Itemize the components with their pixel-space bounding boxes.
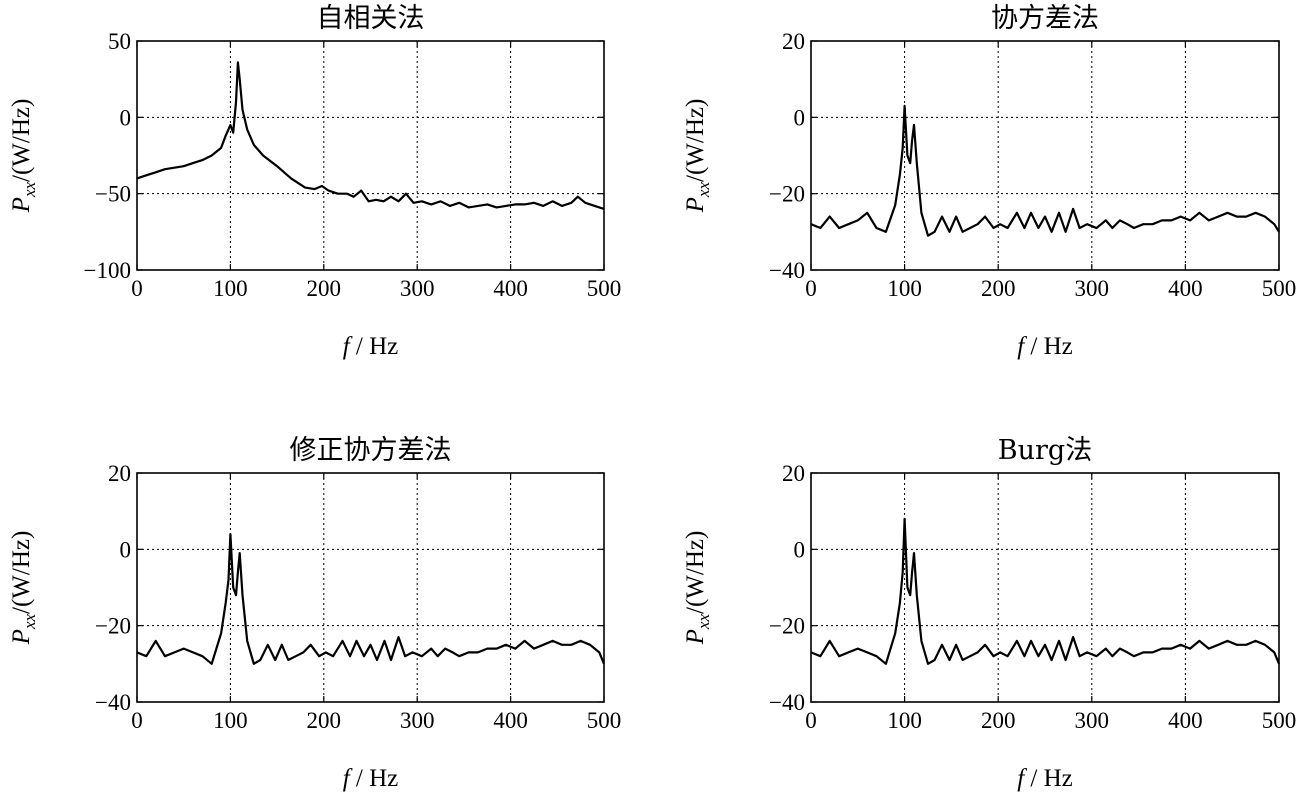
chart-title: 修正协方差法: [290, 435, 452, 466]
x-tick-label: 100: [213, 708, 248, 733]
x-tick-label: 200: [307, 276, 342, 301]
x-tick-label: 400: [1168, 708, 1203, 733]
x-tick-label: 300: [1075, 708, 1110, 733]
x-tick-label: 200: [307, 708, 342, 733]
x-tick-label: 300: [1075, 276, 1110, 301]
y-tick-label: −40: [95, 690, 131, 715]
series-line: [810, 104, 1280, 237]
x-tick-label: 0: [131, 708, 143, 733]
x-tick-label: 500: [587, 708, 622, 733]
x-tick-label: 500: [587, 276, 622, 301]
chart-title: 自相关法: [317, 3, 425, 34]
x-tick-label: 400: [493, 276, 528, 301]
y-tick-label: −40: [769, 258, 805, 283]
x-axis-label: f / Hz: [343, 333, 399, 360]
x-tick-label: 100: [887, 276, 922, 301]
x-tick-label: 100: [887, 708, 922, 733]
y-tick-label: 0: [794, 537, 806, 562]
y-axis-label: Pxx/(W/Hz): [8, 531, 39, 646]
chart-title: Burg法: [998, 435, 1092, 466]
y-tick-label: 20: [108, 461, 131, 486]
x-tick-label: 400: [1168, 276, 1203, 301]
x-tick-label: 300: [400, 276, 435, 301]
y-tick-label: −20: [769, 614, 805, 639]
y-tick-label: 50: [108, 29, 131, 54]
x-tick-label: 400: [493, 708, 528, 733]
x-axis-label: f / Hz: [1017, 765, 1073, 792]
y-tick-label: 0: [120, 105, 132, 130]
x-tick-label: 0: [131, 276, 143, 301]
y-axis-label: Pxx/(W/Hz): [682, 99, 713, 214]
plot-frame: [136, 40, 605, 271]
y-tick-label: 0: [794, 105, 806, 130]
plot-frame: [810, 40, 1280, 271]
plot-frame: [136, 472, 605, 703]
x-axis-label: f / Hz: [1017, 333, 1073, 360]
y-tick-label: −20: [769, 182, 805, 207]
y-tick-label: 20: [782, 29, 805, 54]
y-tick-label: −50: [95, 182, 131, 207]
x-tick-label: 0: [805, 276, 817, 301]
series-line: [810, 517, 1281, 665]
y-tick-label: −40: [769, 690, 805, 715]
y-axis-label: Pxx/(W/Hz): [682, 531, 713, 646]
chart-title: 协方差法: [991, 3, 1099, 34]
x-tick-label: 100: [213, 276, 248, 301]
x-tick-label: 300: [400, 708, 435, 733]
x-tick-label: 0: [805, 708, 817, 733]
plot-frame: [810, 472, 1280, 703]
y-tick-label: 0: [120, 537, 132, 562]
y-tick-label: −20: [95, 614, 131, 639]
x-axis-label: f / Hz: [343, 765, 399, 792]
y-tick-label: −100: [84, 258, 131, 283]
y-tick-label: 20: [782, 461, 805, 486]
y-axis-label: Pxx/(W/Hz): [8, 99, 39, 214]
series-line: [136, 61, 605, 210]
x-tick-label: 500: [1262, 276, 1297, 301]
x-tick-label: 200: [981, 276, 1016, 301]
series-line: [136, 533, 606, 665]
x-tick-label: 500: [1262, 708, 1297, 733]
x-tick-label: 200: [981, 708, 1016, 733]
